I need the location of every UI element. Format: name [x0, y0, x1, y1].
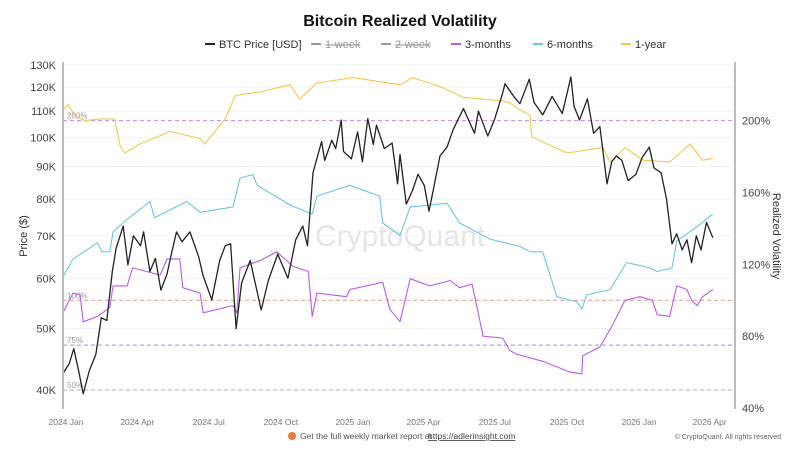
legend-item-btc-price-usd-[interactable]: BTC Price [USD]	[205, 39, 302, 51]
series-line-1-year	[62, 77, 713, 163]
legend-item-3-months[interactable]: 3-months	[451, 39, 511, 51]
reference-label-75: 75%	[67, 336, 83, 345]
left-tick-label: 40K	[36, 385, 56, 397]
left-tick-label: 130K	[30, 60, 56, 72]
left-tick-label: 120K	[30, 82, 56, 94]
right-tick-label: 40%	[742, 403, 764, 415]
report-dot-icon	[288, 432, 296, 440]
copyright: © CryptoQuant. All rights reserved	[675, 433, 781, 441]
legend-label: 3-months	[465, 39, 511, 51]
x-tick-label: 2025 Jul	[479, 417, 511, 427]
left-tick-label: 80K	[36, 194, 56, 206]
chart-title: Bitcoin Realized Volatility	[303, 13, 497, 30]
left-tick-label: 100K	[30, 132, 56, 144]
series-line-3-months	[62, 251, 714, 375]
right-tick-label: 80%	[742, 331, 764, 343]
reference-label-100: 100%	[67, 291, 87, 300]
series-line-6-months	[62, 173, 714, 310]
legend-item-1-year[interactable]: 1-year	[621, 39, 667, 51]
left-tick-label: 110K	[31, 106, 57, 118]
left-tick-label: 50K	[36, 324, 56, 336]
legend: BTC Price [USD] 1-week 2-week 3-months 6-mon…	[205, 39, 667, 51]
legend-label: 6-months	[547, 39, 593, 51]
x-tick-label: 2026 Apr	[693, 417, 727, 427]
x-tick-label: 2024 Jul	[193, 417, 225, 427]
x-tick-label: 2026 Jan	[622, 417, 657, 427]
right-tick-label: 200%	[742, 116, 770, 128]
right-tick-label: 120%	[742, 259, 770, 271]
legend-label: 2-week	[395, 39, 431, 51]
left-tick-label: 60K	[36, 273, 56, 285]
footer-link[interactable]: https://adlerinsight.com	[428, 431, 515, 441]
left-tick-label: 90K	[36, 161, 56, 173]
reference-label-50: 50%	[67, 381, 83, 390]
left-tick-label: 70K	[36, 231, 56, 243]
legend-label: 1-year	[635, 39, 667, 51]
x-tick-label: 2024 Oct	[264, 417, 299, 427]
x-tick-label: 2025 Oct	[550, 417, 585, 427]
reference-lines: 200%100%75%50%	[63, 112, 735, 391]
legend-label: 1-week	[325, 39, 361, 51]
x-tick-label: 2025 Jan	[335, 417, 370, 427]
series-group	[62, 76, 714, 395]
axis-ticks: 40K 50K 60K 70K 80K 90K 100K 110K 120K 130K 40% 80%…	[30, 60, 770, 427]
x-tick-label: 2024 Apr	[120, 417, 154, 427]
right-axis-title: Realized Volatility	[770, 193, 782, 280]
legend-item-6-months[interactable]: 6-months	[533, 39, 593, 51]
footer-text: Get the full weekly market report at	[300, 431, 432, 441]
gridlines	[63, 64, 735, 391]
series-line-btc-price-usd-	[62, 76, 714, 395]
legend-item-1-week[interactable]: 1-week	[311, 39, 361, 51]
legend-label: BTC Price [USD]	[219, 39, 302, 51]
watermark: CryptoQuant	[315, 220, 486, 253]
left-axis-title: Price ($)	[18, 215, 30, 257]
x-tick-label: 2024 Jan	[49, 417, 84, 427]
right-tick-label: 160%	[742, 188, 770, 200]
x-tick-label: 2025 Apr	[406, 417, 440, 427]
legend-item-2-week[interactable]: 2-week	[381, 39, 431, 51]
